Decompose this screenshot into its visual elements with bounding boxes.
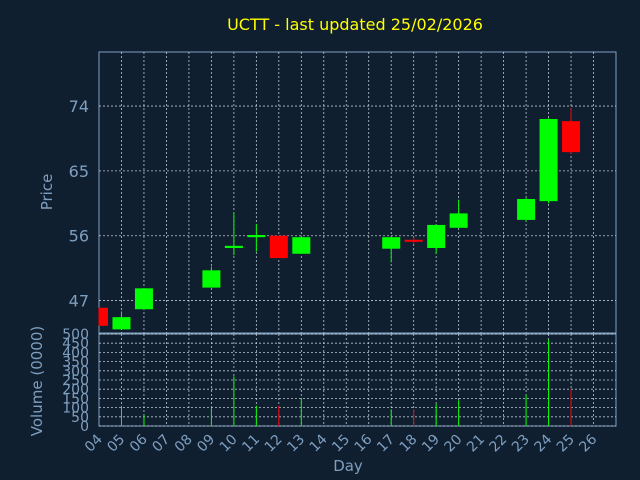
candle-body: [450, 213, 468, 227]
x-tick-label: 17: [374, 432, 398, 456]
candle-body: [270, 236, 288, 258]
candle-body: [427, 225, 445, 248]
x-tick-label: 12: [262, 432, 286, 456]
x-tick-label: 22: [487, 432, 511, 456]
candle-body: [135, 288, 153, 309]
x-tick-label: 11: [239, 432, 263, 456]
candle-body: [99, 308, 108, 326]
x-tick-label: 23: [509, 432, 533, 456]
candle-body: [562, 121, 580, 152]
x-tick-label: 08: [172, 432, 196, 456]
x-tick-label: 19: [419, 432, 443, 456]
candle-body: [517, 199, 535, 220]
x-axis-label: Day: [333, 457, 363, 475]
x-tick-label: 25: [554, 432, 578, 456]
chart-title: UCTT - last updated 25/02/2026: [227, 15, 483, 34]
candle-body: [292, 237, 310, 254]
candle-body: [202, 270, 220, 287]
x-tick-label: 06: [127, 431, 151, 455]
x-tick-label: 10: [217, 432, 241, 456]
x-tick-label: 09: [194, 432, 218, 456]
candle-body: [247, 235, 265, 237]
price-panel-frame: [99, 52, 616, 333]
candle-body: [225, 246, 243, 248]
x-tick-label: 21: [464, 432, 488, 456]
candles: [99, 108, 580, 329]
x-tick-label: 07: [149, 432, 173, 456]
x-tick-label: 14: [307, 431, 331, 455]
price-tick-label: 65: [69, 162, 89, 181]
x-tick-label: 15: [329, 432, 353, 456]
x-tick-label: 05: [104, 432, 128, 456]
volume-tick-label: 500: [62, 327, 89, 343]
price-tick-label: 56: [69, 227, 89, 246]
candle-body: [112, 317, 130, 329]
x-tick-label: 24: [531, 431, 555, 455]
x-ticks: 0405060708091011121314151617181920212223…: [82, 431, 600, 455]
price-axis-label: Price: [38, 174, 56, 211]
x-tick-label: 18: [397, 432, 421, 456]
volume-gridlines: [99, 334, 616, 426]
volume-axis-label: Volume (0000): [28, 326, 46, 436]
x-tick-label: 20: [442, 432, 466, 456]
x-tick-label: 16: [352, 431, 376, 455]
candle-body: [540, 119, 558, 201]
x-tick-label: 26: [576, 431, 600, 455]
price-panel: 47 56 65 74 Price: [38, 52, 616, 333]
x-tick-label: 04: [82, 431, 106, 455]
price-gridlines: [99, 52, 616, 333]
price-tick-label: 74: [69, 97, 89, 116]
candle-body: [382, 237, 400, 249]
price-y-ticks: 47 56 65 74: [69, 97, 89, 311]
candle-body: [405, 240, 423, 242]
price-tick-label: 47: [69, 292, 89, 311]
x-tick-label: 13: [284, 432, 308, 456]
